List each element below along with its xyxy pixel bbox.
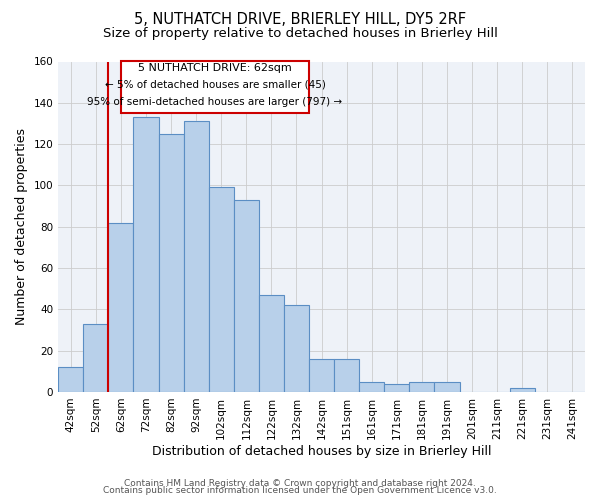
- Bar: [409, 382, 434, 392]
- Text: ← 5% of detached houses are smaller (45): ← 5% of detached houses are smaller (45): [104, 80, 325, 90]
- Text: 5 NUTHATCH DRIVE: 62sqm: 5 NUTHATCH DRIVE: 62sqm: [138, 62, 292, 72]
- FancyBboxPatch shape: [121, 62, 309, 113]
- Text: Contains public sector information licensed under the Open Government Licence v3: Contains public sector information licen…: [103, 486, 497, 495]
- Bar: [359, 382, 385, 392]
- Bar: [133, 118, 158, 392]
- Bar: [510, 388, 535, 392]
- X-axis label: Distribution of detached houses by size in Brierley Hill: Distribution of detached houses by size …: [152, 444, 491, 458]
- Bar: [209, 188, 234, 392]
- Bar: [109, 222, 133, 392]
- Bar: [259, 295, 284, 392]
- Bar: [234, 200, 259, 392]
- Bar: [83, 324, 109, 392]
- Bar: [334, 359, 359, 392]
- Bar: [309, 359, 334, 392]
- Bar: [58, 367, 83, 392]
- Text: 5, NUTHATCH DRIVE, BRIERLEY HILL, DY5 2RF: 5, NUTHATCH DRIVE, BRIERLEY HILL, DY5 2R…: [134, 12, 466, 28]
- Text: Size of property relative to detached houses in Brierley Hill: Size of property relative to detached ho…: [103, 28, 497, 40]
- Y-axis label: Number of detached properties: Number of detached properties: [15, 128, 28, 325]
- Text: Contains HM Land Registry data © Crown copyright and database right 2024.: Contains HM Land Registry data © Crown c…: [124, 478, 476, 488]
- Bar: [158, 134, 184, 392]
- Bar: [184, 122, 209, 392]
- Bar: [434, 382, 460, 392]
- Bar: [284, 305, 309, 392]
- Text: 95% of semi-detached houses are larger (797) →: 95% of semi-detached houses are larger (…: [88, 97, 343, 107]
- Bar: [385, 384, 409, 392]
